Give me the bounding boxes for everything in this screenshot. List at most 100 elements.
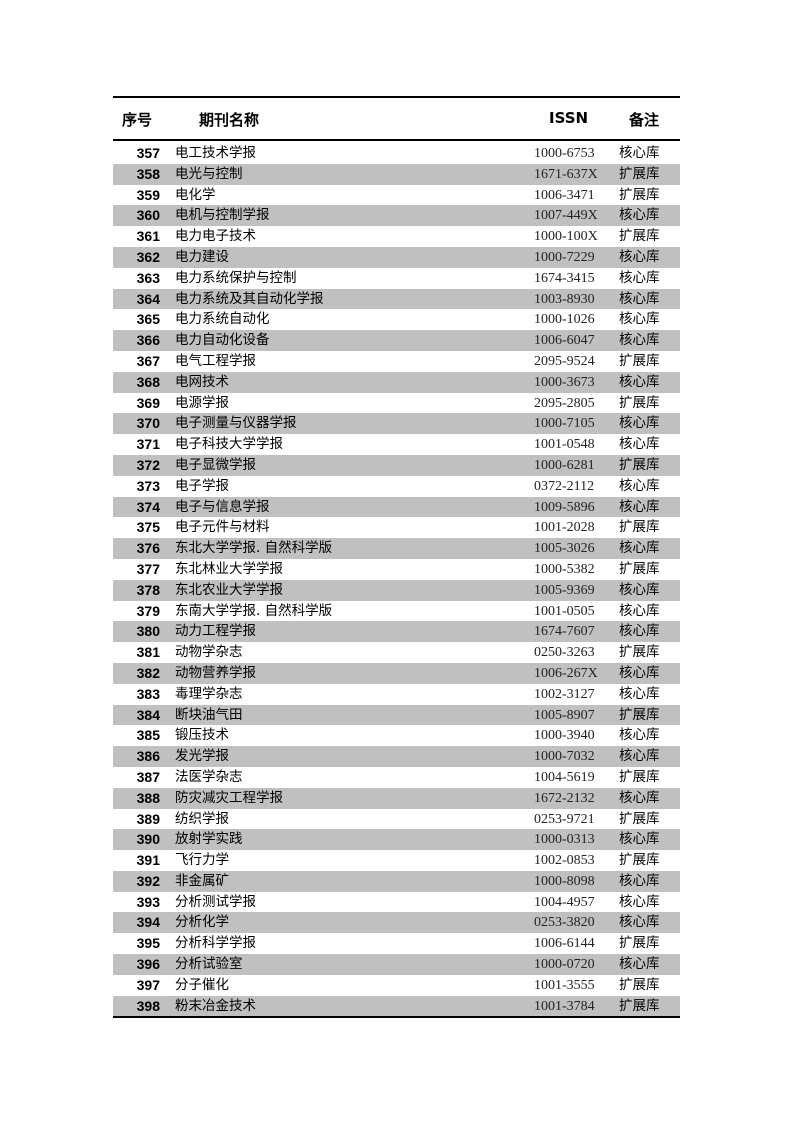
table-row: 368 电网技术 1000-3673 核心库 [113,371,680,393]
table-row: 360 电机与控制学报 1007-449X 核心库 [113,205,680,227]
table-row: 359 电化学 1006-3471 扩展库 [113,185,680,206]
table-row: 378 东北农业大学学报 1005-9369 核心库 [113,579,680,601]
table-row: 386 发光学报 1000-7032 核心库 [113,746,680,767]
table-row: 369 电源学报 2095-2805 扩展库 [113,393,680,414]
row-number: 379 [136,602,160,619]
journal-name: 分析化学 [175,914,229,931]
table-row: 380 动力工程学报 1674-7607 核心库 [113,621,680,643]
header-note: 备注 [629,111,660,129]
journal-name: 电力系统及其自动化学报 [175,290,324,307]
journal-name: 飞行力学 [175,852,229,869]
row-number: 359 [136,186,160,203]
note: 扩展库 [619,228,660,245]
journal-name: 电力建设 [175,248,229,265]
issn: 1000-8098 [534,873,595,889]
journal-name: 防灾减灾工程学报 [175,789,283,806]
journal-name: 分析试验室 [175,956,243,973]
table-row: 388 防灾减灾工程学报 1672-2132 核心库 [113,787,680,809]
table-row: 372 电子显微学报 1000-6281 扩展库 [113,454,680,476]
journal-name: 纺织学报 [175,810,229,827]
journal-name: 法医学杂志 [175,768,243,785]
table-row: 357 电工技术学报 1000-6753 核心库 [113,143,680,164]
journal-name: 分析测试学报 [175,893,256,910]
row-number: 394 [136,914,160,931]
journal-name: 东南大学学报. 自然科学版 [175,602,333,619]
row-number: 386 [136,748,160,765]
issn: 1003-8930 [534,291,595,307]
row-number: 376 [136,540,160,557]
issn: 1006-6047 [534,333,595,349]
note: 核心库 [619,914,660,931]
journal-name: 电子显微学报 [175,456,256,473]
note: 核心库 [619,602,660,619]
journal-name: 电工技术学报 [175,145,256,161]
journal-name: 电力自动化设备 [175,332,270,349]
note: 扩展库 [619,706,660,723]
row-number: 372 [136,456,160,473]
note: 扩展库 [619,852,660,869]
issn: 1000-3940 [534,728,595,744]
row-number: 374 [136,498,160,515]
row-number: 395 [136,935,160,952]
note: 扩展库 [619,935,660,952]
journal-name: 动力工程学报 [175,623,256,640]
journal-name: 动物营养学报 [175,664,256,681]
note: 核心库 [619,872,660,889]
table-row: 387 法医学杂志 1004-5619 扩展库 [113,767,680,788]
journal-name: 电子测量与仪器学报 [175,415,297,432]
note: 核心库 [619,248,660,265]
note: 扩展库 [619,394,660,411]
row-number: 390 [136,831,160,848]
journal-name: 电网技术 [175,373,229,390]
journal-name: 电气工程学报 [175,352,256,369]
note: 核心库 [619,727,660,744]
row-number: 387 [136,768,160,785]
journal-name: 非金属矿 [175,872,229,889]
issn: 1000-3673 [534,374,595,390]
row-number: 369 [136,394,160,411]
table-row: 382 动物营养学报 1006-267X 核心库 [113,662,680,684]
table-row: 391 飞行力学 1002-0853 扩展库 [113,850,680,871]
header-no: 序号 [122,111,153,129]
row-number: 367 [136,352,160,369]
row-number: 375 [136,519,160,536]
row-number: 368 [136,373,160,390]
issn: 1001-0548 [534,437,595,453]
issn: 1007-449X [534,208,598,224]
issn: 1000-0720 [534,957,595,973]
issn: 0372-2112 [534,478,595,494]
note: 核心库 [619,623,660,640]
row-number: 397 [136,976,160,993]
note: 核心库 [619,311,660,328]
issn: 1672-2132 [534,790,595,806]
journal-name: 锻压技术 [175,727,229,744]
issn: 1002-0853 [534,853,595,869]
issn: 1000-7032 [534,749,595,765]
note: 核心库 [619,956,660,973]
note: 核心库 [619,207,660,224]
journal-name: 粉末冶金技术 [175,997,256,1014]
table-row: 384 断块油气田 1005-8907 扩展库 [113,704,680,726]
issn: 1001-3555 [534,977,595,993]
table-row: 377 东北林业大学学报 1000-5382 扩展库 [113,559,680,580]
journal-name: 电力电子技术 [175,228,256,245]
row-number: 398 [136,997,160,1014]
header-issn: ISSN [549,109,589,127]
row-number: 365 [136,311,160,328]
issn: 1001-2028 [534,520,595,536]
row-number: 358 [136,165,160,182]
row-number: 382 [136,664,160,681]
row-number: 363 [136,269,160,286]
issn: 0250-3263 [534,645,595,661]
note: 核心库 [619,477,660,494]
note: 核心库 [619,540,660,557]
note: 核心库 [619,436,660,453]
journal-name: 东北林业大学学报 [175,560,283,577]
issn: 1000-100X [534,229,598,245]
row-number: 357 [136,145,160,161]
row-number: 383 [136,685,160,702]
row-number: 380 [136,623,160,640]
table-row: 385 锻压技术 1000-3940 核心库 [113,725,680,746]
table-row: 396 分析试验室 1000-0720 核心库 [113,954,680,975]
journal-name: 电化学 [175,186,216,203]
